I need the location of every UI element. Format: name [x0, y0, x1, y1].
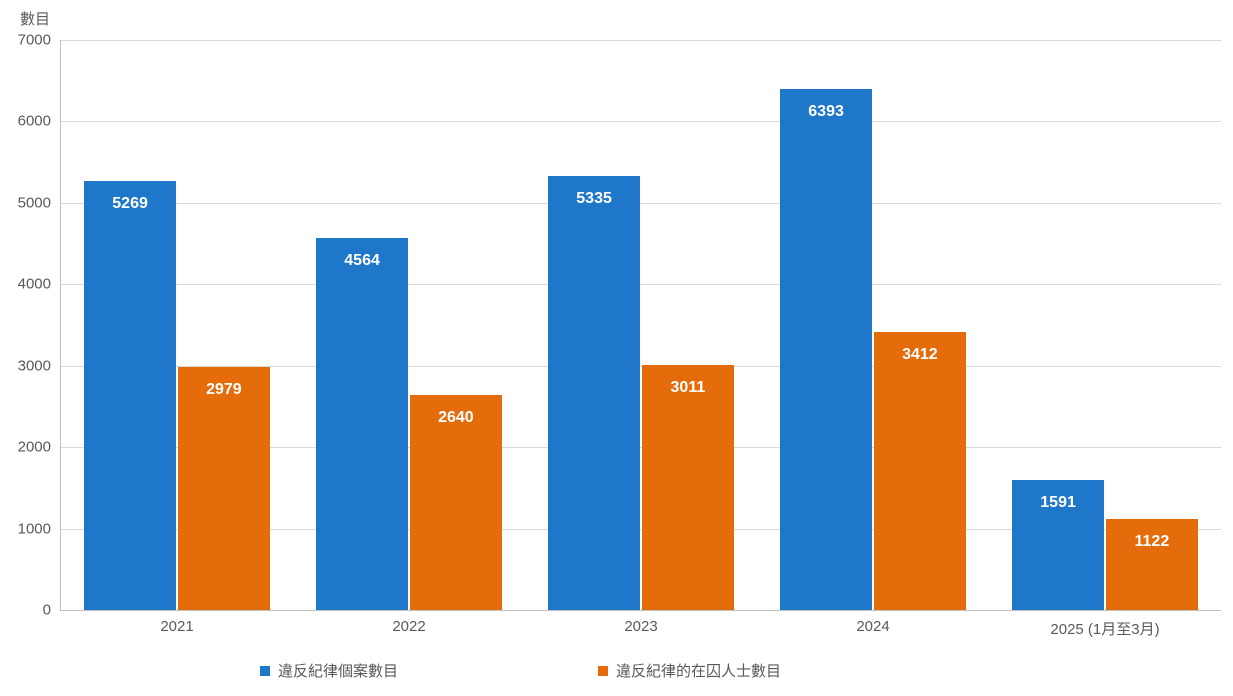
y-tick-label: 7000	[18, 32, 61, 49]
bar: 5269	[84, 181, 176, 610]
y-tick-label: 6000	[18, 113, 61, 130]
x-category-label: 2025 (1月至3月)	[1050, 610, 1159, 639]
y-tick-label: 3000	[18, 357, 61, 374]
y-tick-label: 5000	[18, 194, 61, 211]
bar-group: 5269 2979	[84, 181, 270, 610]
bar-value-label: 2979	[206, 381, 242, 399]
legend-label: 違反紀律個案數目	[278, 660, 398, 681]
y-tick-label: 1000	[18, 520, 61, 537]
bar-value-label: 4564	[344, 252, 380, 270]
legend-swatch	[598, 666, 608, 676]
legend-item: 違反紀律的在囚人士數目	[598, 660, 781, 681]
x-category-label: 2023	[624, 610, 657, 635]
legend-swatch	[260, 666, 270, 676]
x-category-label: 2024	[856, 610, 889, 635]
gridline	[61, 121, 1221, 122]
x-category-label: 2022	[392, 610, 425, 635]
plot-area: 0100020003000400050006000700052692979202…	[60, 40, 1221, 611]
gridline	[61, 40, 1221, 41]
bar-value-label: 1591	[1040, 494, 1076, 512]
disciplinary-cases-bar-chart: 數目 0 1000 2000 3000 4000 5000 6000 7000 5269 2979…	[0, 0, 1233, 696]
bar-value-label: 2640	[438, 409, 474, 427]
bar: 6393	[780, 89, 872, 610]
y-tick-label: 4000	[18, 276, 61, 293]
y-tick-label: 2000	[18, 439, 61, 456]
bar-value-label: 3412	[902, 346, 938, 364]
y-tick-label: 0	[43, 602, 61, 619]
legend-label: 違反紀律的在囚人士數目	[616, 660, 781, 681]
legend: 違反紀律個案數目 違反紀律的在囚人士數目	[260, 660, 781, 681]
bar-value-label: 5335	[576, 190, 612, 208]
bar: 1591	[1012, 480, 1104, 610]
bar: 5335	[548, 176, 640, 610]
bar: 3011	[642, 365, 734, 610]
bar-value-label: 5269	[112, 195, 148, 213]
bar-value-label: 3011	[671, 379, 706, 397]
bar: 2979	[178, 367, 270, 610]
y-axis-title: 數目	[20, 8, 50, 29]
bar: 2640	[410, 395, 502, 610]
bar-group: 1591 1122	[1012, 480, 1198, 610]
bar-group: 5335 3011	[548, 176, 734, 610]
bar: 3412	[874, 332, 966, 610]
bar-value-label: 6393	[808, 103, 844, 121]
bar-group: 6393 3412	[780, 89, 966, 610]
bar: 4564	[316, 238, 408, 610]
bar-value-label: 1122	[1135, 533, 1170, 551]
x-category-label: 2021	[160, 610, 193, 635]
bar: 1122	[1106, 519, 1198, 610]
bar-group: 4564 2640	[316, 238, 502, 610]
legend-item: 違反紀律個案數目	[260, 660, 398, 681]
